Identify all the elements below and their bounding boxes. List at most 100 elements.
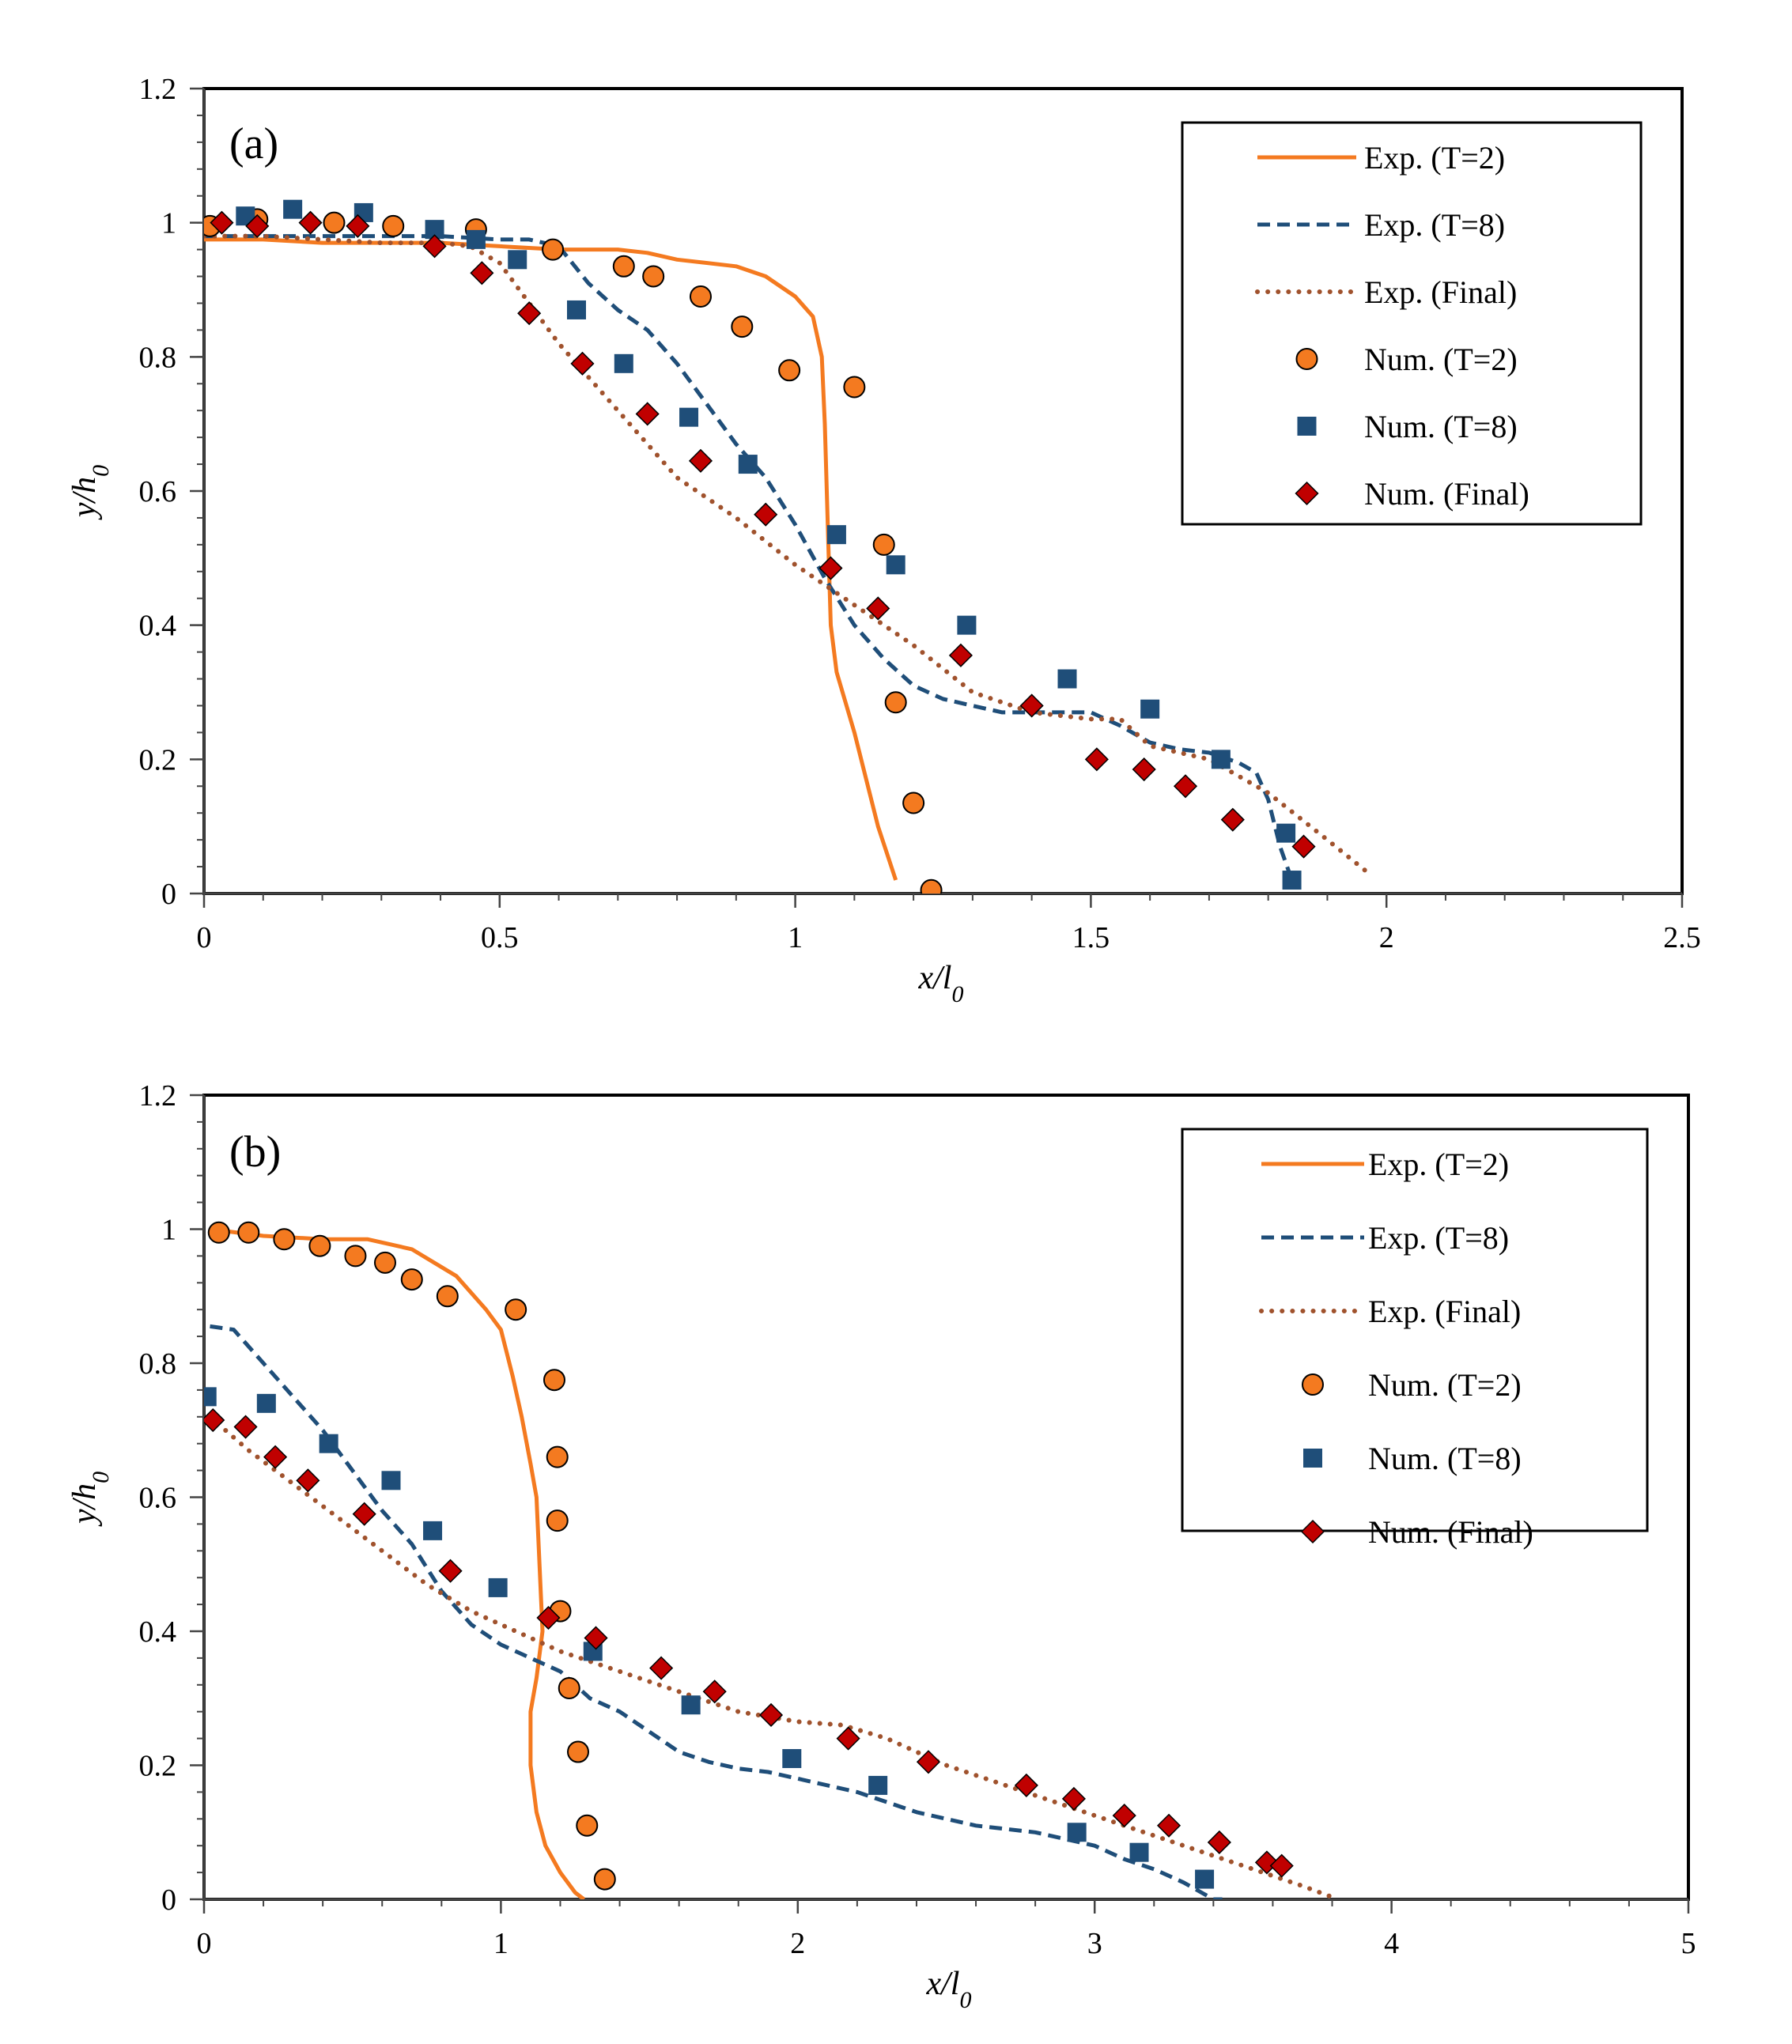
data-point-num-t-8 xyxy=(1195,1869,1215,1889)
data-point-num-t-2 xyxy=(543,1369,565,1392)
panel-label: (b) xyxy=(229,1128,281,1177)
y-tick-label: 1.2 xyxy=(139,1079,177,1113)
data-point-num-t-2 xyxy=(308,1234,331,1257)
data-point-num-final xyxy=(245,213,270,238)
data-point-num-final xyxy=(296,1468,320,1493)
data-point-num-t-8 xyxy=(1211,750,1231,769)
data-point-num-final xyxy=(866,596,890,621)
data-point-num-t-2 xyxy=(778,359,801,382)
legend-label-num-t-2: Num. (T=2) xyxy=(1368,1367,1522,1403)
legend-box xyxy=(1181,121,1643,526)
data-point-num-t-8 xyxy=(1140,699,1160,719)
data-point-num-final xyxy=(263,1445,288,1469)
y-tick-label: 1 xyxy=(161,207,176,240)
data-point-num-t-8 xyxy=(381,1471,401,1490)
data-point-num-final xyxy=(1220,807,1245,832)
series-points-num-t-2 xyxy=(207,1221,616,1891)
data-point-num-final xyxy=(1173,774,1198,799)
data-point-num-t-2 xyxy=(593,1868,616,1891)
data-point-num-final xyxy=(1291,834,1316,859)
data-point-num-t-8 xyxy=(319,1434,338,1453)
y-tick-label: 0 xyxy=(161,1883,176,1917)
y-tick-label: 0.2 xyxy=(139,1750,177,1783)
data-point-num-t-2 xyxy=(546,1445,569,1468)
data-point-num-final xyxy=(1112,1804,1136,1828)
data-point-num-t-2 xyxy=(567,1740,590,1763)
x-tick-label: 4 xyxy=(1384,1927,1399,1960)
x-tick-label: 3 xyxy=(1087,1927,1102,1960)
data-point-num-final xyxy=(570,351,595,376)
data-point-num-t-2 xyxy=(207,1221,230,1244)
data-point-num-t-2 xyxy=(400,1268,423,1291)
y-tick-label: 0.8 xyxy=(139,1347,177,1381)
data-point-num-final xyxy=(1019,693,1044,718)
series-line-exp-t-8 xyxy=(210,1324,1223,1899)
data-point-num-final xyxy=(298,210,323,235)
data-point-num-final xyxy=(233,1415,258,1439)
data-point-num-t-8 xyxy=(1282,871,1302,890)
data-point-num-final xyxy=(1061,1786,1086,1811)
data-point-num-final xyxy=(584,1626,608,1650)
data-point-num-t-8 xyxy=(826,525,846,545)
y-axis-title: y/h0 xyxy=(66,1472,114,1527)
x-tick-label: 2 xyxy=(790,1927,805,1960)
data-point-num-final xyxy=(758,1702,784,1727)
data-point-num-t-8 xyxy=(1067,1823,1087,1842)
data-point-num-final xyxy=(352,1502,376,1526)
data-point-num-t-2 xyxy=(642,265,665,288)
panel-label: (a) xyxy=(229,119,278,168)
chart-panel-b: 0 1 2 3 4 5 0 0.2 0.4 0.6 0.8 1 1.2 x/l0 y/h0 (b) Exp. (… xyxy=(66,1079,1696,2013)
data-point-num-final xyxy=(1207,1830,1231,1855)
data-point-num-t-2 xyxy=(689,285,712,308)
series-points-num-final xyxy=(204,1407,1294,1878)
data-point-num-t-8 xyxy=(1276,823,1296,843)
data-point-num-final xyxy=(754,502,778,527)
x-tick-label: 5 xyxy=(1681,1927,1696,1960)
data-point-num-t-2 xyxy=(558,1677,580,1700)
data-point-num-t-8 xyxy=(423,1521,443,1540)
legend-box xyxy=(1181,1128,1649,1532)
data-point-num-final xyxy=(1084,747,1109,772)
legend-label-num-t-8: Num. (T=8) xyxy=(1364,409,1518,444)
data-point-num-final xyxy=(438,1559,463,1583)
data-point-num-final xyxy=(649,1656,674,1680)
data-point-num-final xyxy=(536,1605,561,1630)
data-point-num-t-2 xyxy=(505,1298,527,1321)
y-tick-label: 0 xyxy=(161,878,176,911)
data-point-num-t-2 xyxy=(902,792,925,814)
data-point-num-final xyxy=(1269,1853,1294,1878)
data-point-num-t-2 xyxy=(920,878,943,894)
data-point-num-t-8 xyxy=(204,1387,217,1407)
data-point-num-t-2 xyxy=(546,1509,569,1532)
x-axis-title: x/l0 xyxy=(918,960,964,1007)
data-point-num-final xyxy=(635,402,660,426)
data-point-num-final xyxy=(470,261,494,285)
data-point-num-t-8 xyxy=(868,1775,888,1795)
x-tick-label: 1.5 xyxy=(1072,921,1110,954)
legend-label-num-final: Num. (Final) xyxy=(1368,1514,1533,1550)
data-point-num-t-2 xyxy=(344,1245,367,1268)
data-point-num-t-2 xyxy=(542,238,565,261)
series-points-num-t-8 xyxy=(204,1387,1215,1889)
legend-swatch-num-t-2 xyxy=(1295,348,1318,370)
data-point-num-t-8 xyxy=(1129,1842,1149,1862)
data-point-num-t-2 xyxy=(872,533,895,556)
y-tick-label: 0.4 xyxy=(139,1615,177,1649)
legend-label-exp-t-8: Exp. (T=8) xyxy=(1364,207,1505,243)
data-point-num-final xyxy=(818,556,843,580)
data-point-num-final xyxy=(836,1726,860,1751)
data-point-num-final xyxy=(1156,1813,1181,1838)
series-layer xyxy=(204,1221,1340,1899)
data-point-num-t-2 xyxy=(382,214,405,237)
series-line-exp-t-2 xyxy=(204,237,898,881)
legend-swatch-num-t-2 xyxy=(1302,1373,1324,1396)
data-point-num-final xyxy=(916,1750,941,1774)
data-point-num-t-2 xyxy=(884,691,907,714)
legend-label-exp-t-8: Exp. (T=8) xyxy=(1368,1220,1509,1256)
data-point-num-final xyxy=(517,301,542,326)
legend-swatch-num-final xyxy=(1295,481,1319,506)
y-axis-title: y/h0 xyxy=(66,465,114,520)
data-point-num-t-8 xyxy=(508,250,527,270)
x-tick-label: 1 xyxy=(493,1927,508,1960)
